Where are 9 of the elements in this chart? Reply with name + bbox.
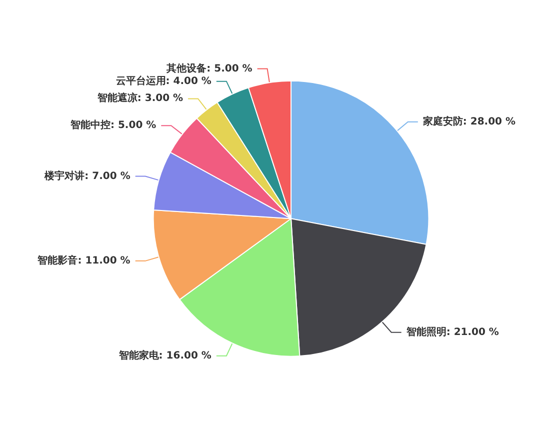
slice-label: 智能遮凉: 3.00 % <box>96 92 184 104</box>
slice-label: 智能照明: 21.00 % <box>405 326 499 338</box>
slice-label: 智能影音: 11.00 % <box>36 254 130 266</box>
slice-label: 其他设备: 5.00 % <box>166 62 252 74</box>
slice-label: 智能中控: 5.00 % <box>69 119 156 132</box>
slice-label: 智能家电: 16.00 % <box>118 349 212 362</box>
slice-label: 楼宇对讲: 7.00 % <box>44 170 130 182</box>
slice-label: 家庭安防: 28.00 % <box>422 115 516 128</box>
slice-label: 云平台运用: 4.00 % <box>116 74 212 87</box>
